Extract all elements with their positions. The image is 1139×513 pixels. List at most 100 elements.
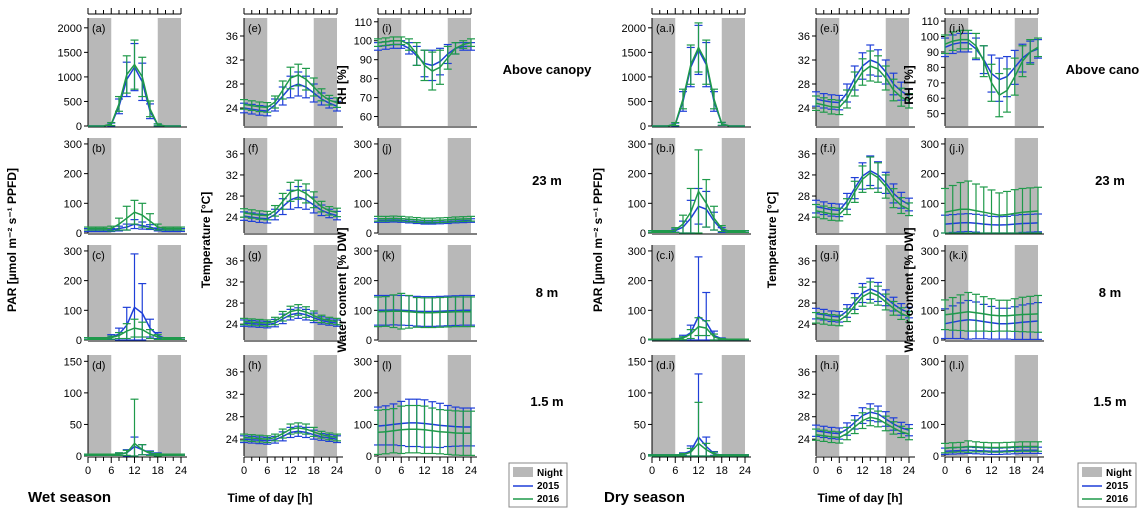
series-line (815, 416, 910, 439)
y-tick-label: 50 (70, 419, 82, 431)
night-shade (945, 245, 969, 340)
legend-wet: Night 2015 2016 (508, 462, 568, 508)
legend-night-label-dry: Night (1106, 468, 1132, 479)
x-axis-title-wet: Time of day [h] (227, 491, 312, 505)
series-2016 (812, 50, 913, 116)
panel-label: (a) (92, 23, 105, 35)
series-2016 (812, 156, 913, 222)
y-tick-label: 36 (226, 256, 238, 268)
y-title-par-dry: PAR [µmol m⁻² s⁻¹ PPFD] (591, 168, 605, 312)
wet-season-title: Wet season (28, 489, 111, 506)
panel-ci: 0 100 200 300 (c.i) (628, 245, 751, 347)
y-tick-label: 90 (927, 47, 939, 59)
night-shade (885, 18, 909, 126)
series-2016 (812, 281, 913, 327)
y-title-wc-dry: Water content [% DW] (902, 228, 916, 353)
x-tick-label: 12 (692, 465, 704, 477)
y-tick-label: 150 (64, 356, 82, 368)
y-tick-label: 110 (354, 17, 372, 29)
y-tick-label: 24 (226, 319, 238, 331)
night-shade (721, 355, 745, 456)
x-tick-label: 0 (241, 465, 247, 477)
x-tick-label: 12 (284, 465, 296, 477)
night-shade (157, 245, 181, 340)
y-tick-label: 100 (628, 305, 646, 317)
y-tick-label: 0 (933, 228, 939, 240)
y-tick-label: 0 (933, 335, 939, 347)
y-tick-label: 80 (927, 62, 939, 74)
series-2016 (240, 422, 341, 444)
panel-k: 0 100 200 300 (k) (354, 245, 477, 347)
series-line (815, 291, 910, 322)
x-tick-label: 18 (308, 465, 320, 477)
series-2016 (240, 179, 341, 221)
y-tick-label: 0 (76, 335, 82, 347)
night-shade (313, 18, 337, 126)
dry-season-title: Dry season (604, 489, 685, 506)
y-tick-label: 28 (798, 191, 810, 203)
legend-2016-label-dry: 2016 (1106, 494, 1129, 505)
y-tick-label: 500 (64, 96, 82, 108)
x-tick-label: 24 (903, 465, 915, 477)
y-tick-label: 70 (927, 78, 939, 90)
panel-d: 0 50 100 150 0 6 12 18 24 (d) (64, 355, 187, 477)
y-tick-label: 300 (64, 246, 82, 258)
night-shade (313, 138, 337, 233)
y-tick-label: 24 (798, 212, 810, 224)
x-tick-label: 6 (398, 465, 404, 477)
panel-label: (f) (248, 143, 258, 155)
y-tick-label: 24 (798, 434, 810, 446)
y-tick-label: 36 (798, 367, 810, 379)
y-tick-label: 300 (628, 139, 646, 151)
y-tick-label: 24 (798, 319, 810, 331)
y-tick-label: 0 (640, 228, 646, 240)
y-tick-label: 36 (226, 149, 238, 161)
panel-label: (i.i) (949, 23, 964, 35)
series-line (378, 217, 472, 222)
x-tick-label: 0 (85, 465, 91, 477)
y-tick-label: 32 (798, 170, 810, 182)
series-line (88, 63, 181, 127)
night-shade (447, 355, 471, 456)
panel-label: (g) (248, 250, 261, 262)
y-tick-label: 28 (226, 298, 238, 310)
row-label-23m-right: 23 m (1095, 173, 1125, 188)
night-shade (157, 355, 181, 456)
y-tick-label: 0 (933, 451, 939, 463)
y-tick-label: 100 (354, 419, 372, 431)
y-tick-label: 100 (354, 305, 372, 317)
y-title-wc-wet: Water content [% DW] (335, 228, 349, 353)
y-tick-label: 36 (798, 31, 810, 43)
panel-f: 24 28 32 36 (f) (226, 138, 343, 235)
night-shade (157, 138, 181, 233)
panel-label: (h) (248, 360, 261, 372)
y-tick-label: 200 (354, 276, 372, 288)
series-2016 (374, 292, 475, 330)
y-tick-label: 80 (360, 74, 372, 86)
y-tick-label: 28 (798, 298, 810, 310)
night-shade (885, 138, 909, 233)
y-tick-label: 2000 (622, 23, 646, 35)
legend-2015-label-dry: 2015 (1106, 481, 1129, 492)
panel-label: (k.i) (949, 250, 967, 262)
panel-ai: 0 500 1000 1500 2000 (a.i) (622, 8, 751, 133)
night-shade (244, 355, 268, 456)
series-2016 (941, 440, 1042, 454)
series-2016 (648, 317, 749, 341)
panel-ii: 50 60 70 80 90 100 110 (i.i) (921, 8, 1044, 128)
y-tick-label: 24 (798, 103, 810, 115)
row-label-above-canopy-right: Above canopy (1066, 62, 1139, 77)
series-2016 (941, 29, 1042, 118)
series-line (652, 442, 745, 457)
y-tick-label: 70 (360, 93, 372, 105)
y-tick-label: 60 (927, 93, 939, 105)
series-line (243, 427, 338, 440)
panel-j: 0 100 200 300 (j) (354, 138, 477, 240)
series-2016 (941, 180, 1042, 234)
panel-label: (e.i) (820, 23, 839, 35)
series-line (243, 188, 338, 217)
y-tick-label: 200 (64, 169, 82, 181)
panel-fi: 24 28 32 36 (f.i) (798, 138, 915, 235)
series-2016 (812, 408, 913, 444)
